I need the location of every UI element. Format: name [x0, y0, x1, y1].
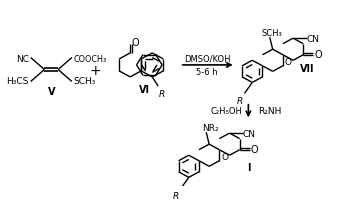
Text: O: O [221, 152, 228, 161]
Text: NR₂: NR₂ [202, 123, 218, 132]
Text: CN: CN [243, 129, 256, 138]
Text: 5-6 h: 5-6 h [196, 68, 218, 76]
Text: CN: CN [306, 35, 319, 43]
Text: +: + [89, 63, 101, 77]
Text: DMSO/KOH: DMSO/KOH [184, 54, 231, 63]
Text: R: R [159, 90, 165, 98]
Text: C₂H₅OH: C₂H₅OH [211, 107, 243, 116]
Text: NC: NC [16, 55, 29, 64]
Text: I: I [247, 162, 251, 172]
Text: R: R [236, 97, 243, 106]
Text: O: O [131, 38, 139, 48]
Text: H₃CS: H₃CS [6, 77, 29, 86]
Text: R: R [173, 191, 179, 200]
Text: O: O [314, 50, 322, 60]
Text: VII: VII [300, 63, 314, 73]
Text: O: O [251, 144, 258, 154]
Text: O: O [285, 57, 292, 66]
Text: V: V [47, 86, 55, 96]
Text: R₂NH: R₂NH [258, 107, 282, 116]
Text: VI: VI [139, 84, 150, 94]
Text: COOCH₃: COOCH₃ [74, 55, 107, 64]
Text: SCH₃: SCH₃ [74, 77, 96, 86]
Text: SCH₃: SCH₃ [261, 29, 282, 38]
